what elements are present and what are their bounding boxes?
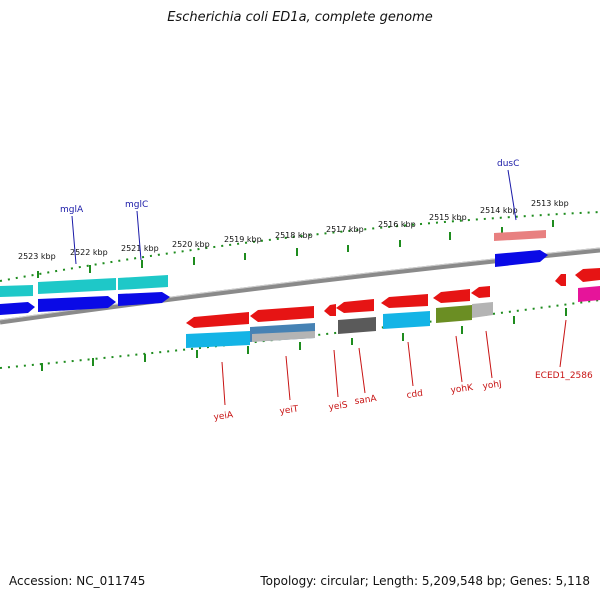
forward-label-leaders bbox=[71, 169, 517, 265]
reverse-gene-yeiA bbox=[186, 312, 249, 328]
forward-gene bbox=[38, 296, 116, 312]
outer-scale-line bbox=[0, 211, 600, 282]
gene-label-yohK: yohK bbox=[450, 383, 475, 396]
kbp-labels: 2523 kbp 2522 kbp 2521 kbp 2520 kbp 2519… bbox=[18, 199, 569, 261]
genome-summary-text: Topology: circular; Length: 5,209,548 bp… bbox=[260, 574, 590, 588]
reverse-gene-yeiT bbox=[250, 306, 314, 322]
gene-label-mglA: mglA bbox=[60, 205, 84, 215]
forward-blue-genes bbox=[0, 230, 548, 315]
forward-gene-mglC bbox=[118, 275, 168, 290]
gene-label-dusC: dusC bbox=[497, 159, 519, 169]
reverse-gene bbox=[383, 311, 430, 329]
map-title: Escherichia coli ED1a, complete genome bbox=[167, 10, 433, 25]
forward-gene-dusC bbox=[494, 230, 546, 241]
outer-major-ticks bbox=[37, 220, 554, 278]
inner-major-ticks bbox=[41, 308, 567, 371]
forward-gene bbox=[0, 285, 33, 297]
reverse-labels: yeiA yeiT yeiS sanA cdd yohK yohJ ECED1_… bbox=[213, 371, 593, 423]
gene-label-sanA: sanA bbox=[354, 394, 378, 407]
gene-label-cdd: cdd bbox=[406, 389, 424, 401]
gene-label-yohJ: yohJ bbox=[482, 379, 502, 392]
kbp-label: 2523 kbp bbox=[18, 252, 56, 261]
reverse-gene bbox=[186, 331, 250, 348]
reverse-gene-ECED1_2586 bbox=[575, 268, 600, 282]
reverse-gene bbox=[252, 331, 315, 342]
reverse-gene bbox=[578, 286, 600, 302]
forward-gene bbox=[118, 292, 170, 306]
kbp-label: 2519 kbp bbox=[224, 235, 262, 244]
gene-label-mglC: mglC bbox=[125, 200, 148, 210]
kbp-label: 2516 kbp bbox=[378, 220, 416, 229]
gene-label-yeiT: yeiT bbox=[279, 404, 300, 417]
reverse-gene bbox=[555, 274, 566, 286]
reverse-gene-yeiS bbox=[324, 304, 336, 316]
kbp-label: 2513 kbp bbox=[531, 199, 569, 208]
reverse-second-row bbox=[186, 286, 600, 348]
forward-gene bbox=[0, 302, 35, 315]
reverse-gene-sanA bbox=[336, 299, 374, 313]
reverse-red-genes bbox=[186, 268, 600, 328]
forward-cyan-genes bbox=[0, 275, 168, 297]
forward-labels: mglA mglC dusC bbox=[60, 159, 519, 215]
reverse-gene bbox=[472, 302, 493, 318]
forward-gene-mglA bbox=[38, 278, 116, 294]
gene-label-ECED1_2586: ECED1_2586 bbox=[535, 371, 593, 381]
reverse-gene bbox=[338, 317, 376, 334]
kbp-label: 2518 kbp bbox=[275, 231, 313, 240]
reverse-gene-yohK bbox=[433, 289, 470, 303]
accession-text: Accession: NC_011745 bbox=[9, 574, 146, 588]
reverse-gene bbox=[436, 305, 472, 323]
gene-label-yeiS: yeiS bbox=[328, 400, 349, 413]
kbp-label: 2520 kbp bbox=[172, 240, 210, 249]
forward-gene-dusC bbox=[495, 250, 548, 267]
kbp-label: 2514 kbp bbox=[480, 206, 518, 215]
kbp-label: 2515 kbp bbox=[429, 213, 467, 222]
kbp-label: 2517 kbp bbox=[326, 225, 364, 234]
reverse-label-leaders bbox=[221, 319, 567, 406]
reverse-gene-cdd bbox=[381, 294, 428, 308]
gene-label-yeiA: yeiA bbox=[213, 410, 235, 423]
kbp-label: 2522 kbp bbox=[70, 248, 108, 257]
reverse-gene-yohJ bbox=[471, 286, 490, 298]
